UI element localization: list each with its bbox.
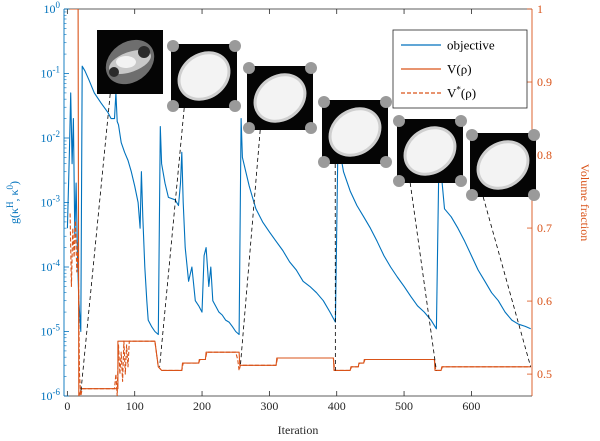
- inset-corner: [229, 100, 241, 112]
- axes: 0 100 200 300 400 500 600 10-6 10-5 10-4 10-3 10-2 1…: [41, 0, 553, 413]
- inset-corner: [466, 189, 478, 201]
- inset-blob: [479, 143, 527, 187]
- inset-leader-line: [159, 107, 185, 367]
- inset-thumbnail: [466, 129, 540, 367]
- legend-label: V(ρ): [447, 62, 472, 77]
- inset-blob: [180, 54, 228, 98]
- inset-corner: [243, 122, 255, 134]
- insets: [80, 30, 540, 393]
- y-right-tick-label: 0.7: [537, 221, 552, 235]
- inset-blob: [406, 129, 454, 173]
- x-tick-label: 100: [126, 399, 144, 413]
- inset-corner: [528, 129, 540, 141]
- inset-leader-line: [409, 182, 437, 371]
- x-tick-label: 400: [328, 399, 346, 413]
- y-right-tick-label: 0.6: [537, 294, 552, 308]
- inset-corner: [466, 129, 478, 141]
- legend-label: V*(ρ): [447, 85, 476, 101]
- inset-thumbnail: [393, 115, 467, 371]
- inset-thumbnail: [159, 40, 241, 367]
- inset-corner: [243, 62, 255, 74]
- inset-corner: [393, 115, 405, 127]
- legend: objective V(ρ) V*(ρ): [392, 29, 528, 109]
- inset-corner: [167, 100, 179, 112]
- inset-corner: [455, 115, 467, 127]
- y-left-tick-label: 100: [44, 0, 61, 16]
- series-layer: [66, 9, 531, 396]
- inset-corner: [318, 96, 330, 108]
- inset-blob-highlight: [116, 56, 136, 68]
- y-right-tick-label: 0.9: [537, 75, 552, 89]
- y-left-tick-label: 10-3: [41, 194, 61, 210]
- y-left-tick-label: 10-1: [41, 65, 61, 81]
- legend-label: objective: [447, 38, 495, 53]
- inset-corner: [380, 96, 392, 108]
- x-tick-label: 0: [64, 399, 70, 413]
- x-tick-label: 500: [395, 399, 413, 413]
- inset-corner: [229, 40, 241, 52]
- x-tick-label: 300: [260, 399, 278, 413]
- y-right-tick-label: 0.5: [537, 367, 552, 381]
- inset-thumbnail: [80, 30, 163, 393]
- inset-blob: [331, 110, 379, 154]
- y-left-tick-label: 10-2: [41, 129, 61, 145]
- inset-corner: [305, 122, 317, 134]
- labels: Iteration g(κH, κ0) Volume fraction: [5, 164, 592, 437]
- inset-corner: [305, 62, 317, 74]
- inset-corner: [318, 156, 330, 168]
- inset-corner: [455, 175, 467, 187]
- inset-leader-line: [240, 129, 261, 366]
- inset-leader-line: [482, 196, 532, 367]
- x-tick-label: 600: [462, 399, 480, 413]
- inset-corner: [380, 156, 392, 168]
- inset-leader-line: [80, 93, 111, 393]
- inset-blob: [256, 76, 304, 120]
- y-left-tick-label: 10-4: [41, 258, 61, 274]
- inset-blob-hole: [138, 46, 150, 58]
- y-left-tick-label: 10-6: [41, 387, 61, 403]
- inset-thumbnail: [318, 96, 392, 371]
- y-right-tick-label: 0.8: [537, 148, 552, 162]
- y-right-tick-label: 1: [537, 2, 543, 16]
- y-left-axis-label: g(κH, κ0): [5, 181, 21, 224]
- series-line-v-star: [69, 213, 531, 396]
- x-axis-label: Iteration: [278, 423, 319, 437]
- inset-corner: [167, 40, 179, 52]
- inset-corner: [528, 189, 540, 201]
- inset-thumbnail: [240, 62, 317, 366]
- x-tick-label: 200: [193, 399, 211, 413]
- y-left-tick-label: 10-5: [41, 323, 61, 339]
- inset-corner: [393, 175, 405, 187]
- series-line-objective: [66, 65, 531, 336]
- y-right-axis-label: Volume fraction: [578, 164, 592, 241]
- inset-blob-hole: [109, 67, 119, 77]
